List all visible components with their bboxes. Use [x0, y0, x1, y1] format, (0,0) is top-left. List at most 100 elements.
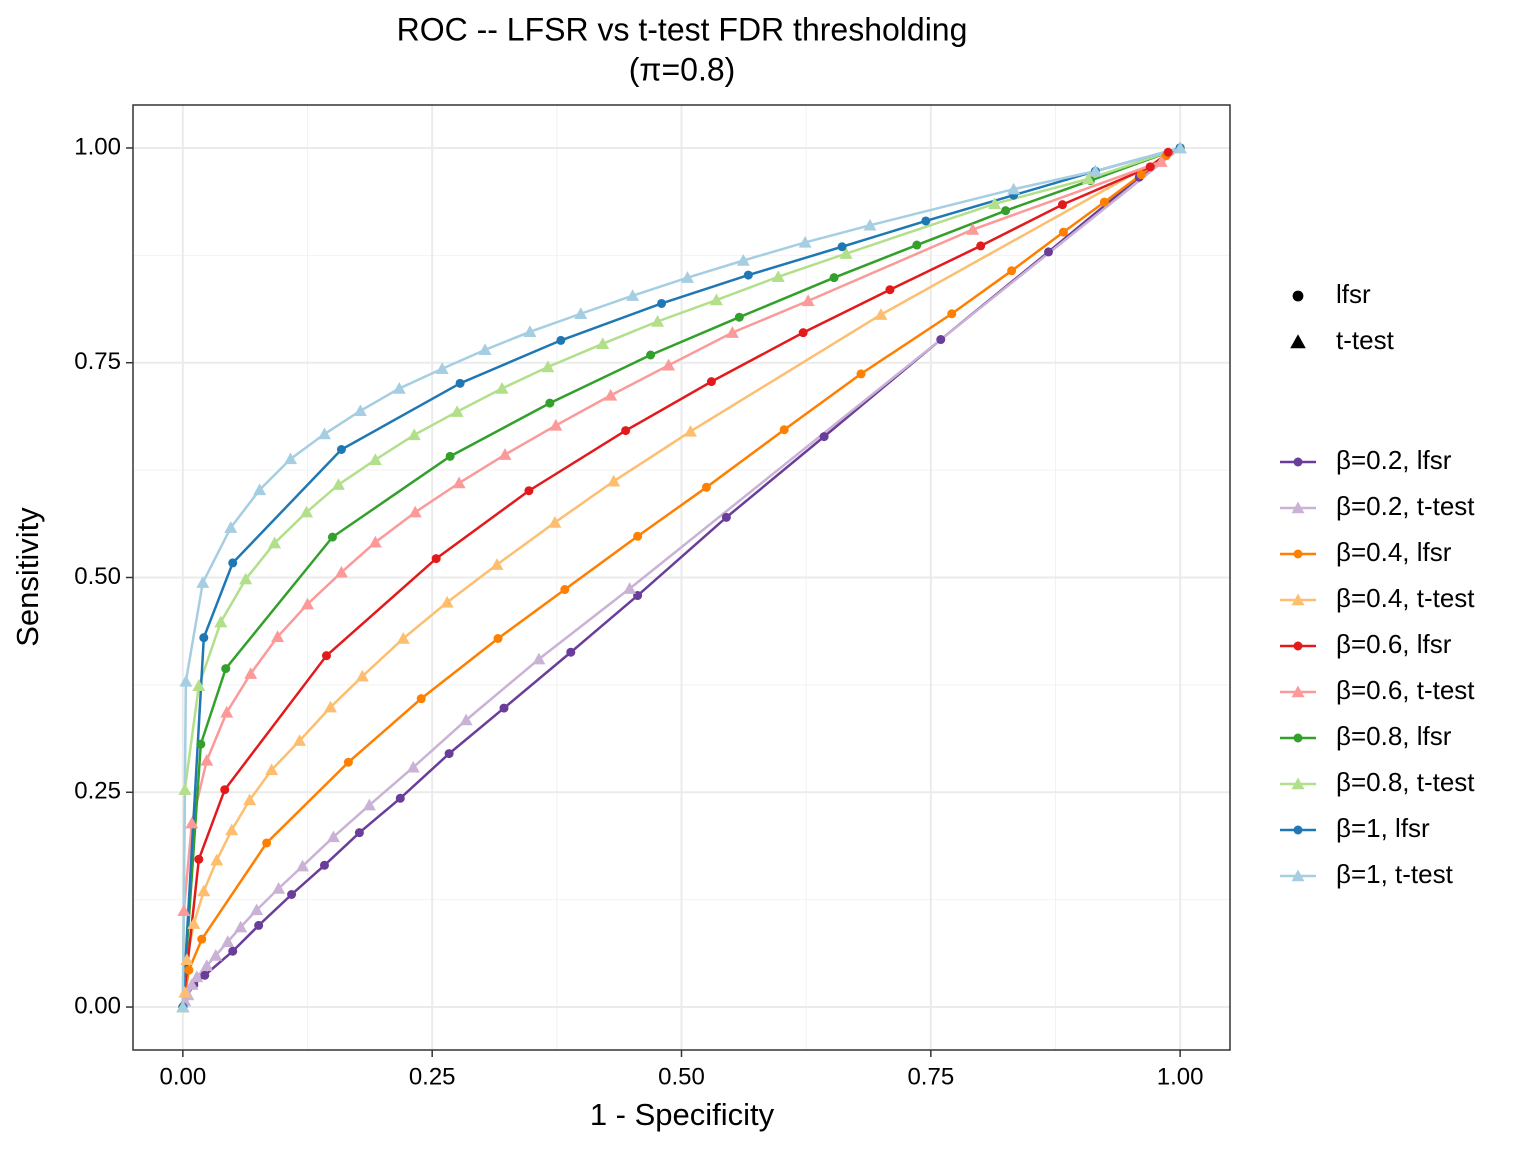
marker-circle [701, 482, 711, 492]
y-tick-label: 0.50 [74, 563, 121, 590]
marker-circle [343, 757, 353, 767]
marker-triangle [200, 753, 214, 766]
marker-circle [856, 369, 866, 379]
marker-triangle [452, 476, 466, 489]
marker-triangle [440, 595, 454, 608]
marker-triangle [1081, 172, 1095, 185]
series-line [181, 146, 1181, 1008]
marker-circle [199, 633, 209, 643]
x-tick-label: 0.25 [409, 1063, 456, 1090]
chart-subtitle: (π=0.8) [629, 51, 736, 87]
marker-triangle [450, 405, 464, 417]
y-tick-label: 0.00 [74, 992, 121, 1019]
marker-triangle [863, 218, 877, 231]
marker-circle [779, 425, 789, 435]
marker-triangle [353, 404, 367, 417]
marker-triangle [187, 917, 201, 929]
marker-triangle [574, 307, 588, 319]
marker-triangle [224, 521, 238, 533]
marker-circle [254, 920, 264, 930]
marker-triangle [1291, 869, 1305, 882]
marker-circle [819, 432, 829, 442]
marker-circle [1001, 206, 1011, 216]
marker-circle [197, 934, 207, 944]
marker-triangle [490, 558, 504, 570]
marker-triangle [209, 949, 223, 961]
marker-circle [885, 285, 895, 295]
marker-circle [798, 328, 808, 338]
marker-circle [706, 377, 716, 387]
marker-triangle [709, 293, 723, 306]
marker-triangle [225, 823, 239, 836]
marker-circle [721, 512, 731, 522]
plot-border [132, 104, 1231, 1051]
y-axis-title: Sensitivity [10, 507, 45, 647]
legend-label: β=0.8, lfsr [1336, 721, 1452, 751]
marker-circle [524, 486, 534, 496]
marker-triangle [243, 793, 257, 806]
marker-triangle [651, 314, 665, 327]
legend-label: t-test [1336, 325, 1395, 355]
marker-triangle [296, 859, 310, 872]
marker-circle [1293, 641, 1303, 651]
marker-circle [621, 426, 631, 436]
marker-circle [1136, 170, 1146, 180]
marker-triangle [185, 978, 199, 990]
marker-circle [354, 828, 364, 838]
marker-triangle [265, 763, 279, 776]
marker-triangle [1291, 777, 1305, 790]
legend-label: β=1, lfsr [1336, 813, 1430, 843]
marker-triangle [284, 452, 298, 465]
marker-triangle [301, 597, 315, 610]
marker-circle [837, 242, 847, 252]
marker-circle [319, 860, 329, 870]
marker-circle [1293, 825, 1303, 835]
marker-triangle [180, 953, 194, 965]
marker-circle [321, 651, 331, 661]
marker-triangle [272, 881, 286, 894]
marker-triangle [626, 289, 640, 301]
marker-triangle [532, 652, 546, 665]
marker-triangle [197, 884, 211, 897]
marker-circle [184, 965, 194, 975]
marker-triangle [725, 326, 739, 338]
marker-circle [743, 270, 753, 280]
marker-circle [196, 739, 206, 749]
marker-triangle [179, 674, 193, 687]
legend-label: β=0.4, t-test [1336, 583, 1475, 613]
marker-triangle [200, 959, 214, 972]
marker-circle [1058, 227, 1068, 237]
marker-circle [499, 703, 509, 713]
marker-triangle [362, 798, 376, 811]
marker-triangle [604, 388, 618, 401]
marker-circle [1007, 266, 1017, 276]
marker-triangle [771, 270, 785, 283]
marker-circle [1057, 200, 1067, 210]
marker-circle [1099, 197, 1109, 207]
marker-triangle [1291, 685, 1305, 698]
marker-triangle [736, 253, 750, 266]
marker-triangle [435, 362, 449, 374]
marker-triangle [239, 572, 253, 585]
marker-circle [633, 531, 643, 541]
marker-circle [1293, 549, 1303, 559]
marker-circle [912, 240, 922, 250]
marker-triangle [1173, 141, 1187, 154]
marker-triangle [326, 830, 340, 843]
marker-triangle [250, 903, 264, 916]
marker-circle [1145, 162, 1155, 172]
marker-circle [976, 241, 986, 251]
marker-circle [220, 785, 230, 795]
marker-triangle [355, 669, 369, 682]
marker-triangle [331, 478, 345, 490]
marker-triangle [966, 223, 980, 235]
marker-triangle [185, 816, 199, 829]
marker-circle [455, 378, 465, 388]
marker-circle [416, 694, 426, 704]
marker-circle [556, 335, 566, 345]
x-tick-label: 0.00 [160, 1063, 207, 1090]
marker-triangle [1290, 334, 1306, 349]
marker-triangle [210, 853, 224, 866]
